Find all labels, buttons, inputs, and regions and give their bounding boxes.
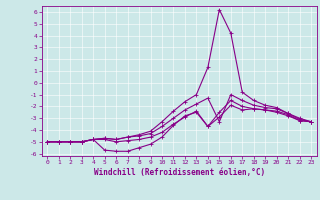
X-axis label: Windchill (Refroidissement éolien,°C): Windchill (Refroidissement éolien,°C) (94, 168, 265, 177)
